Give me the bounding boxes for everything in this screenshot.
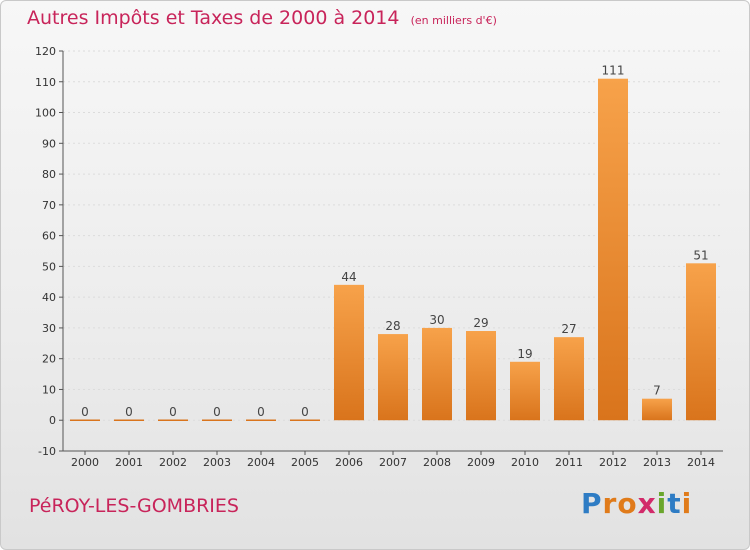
logo-letter: P	[581, 487, 603, 520]
bar-value-label: 0	[81, 405, 89, 419]
bar-value-label: 111	[602, 64, 625, 78]
y-tick-label: 80	[42, 168, 56, 181]
bar-value-label: 7	[653, 384, 661, 398]
x-tick-label: 2014	[687, 456, 715, 469]
logo-letter: x	[637, 487, 657, 520]
commune-name: PéROY-LES-GOMBRIES	[29, 495, 239, 517]
bar	[510, 361, 540, 421]
y-tick-label: 100	[35, 107, 56, 120]
bar-value-label: 0	[169, 405, 177, 419]
proxiti-logo[interactable]: Proxiti	[581, 487, 692, 520]
chart-title-block: Autres Impôts et Taxes de 2000 à 2014 (e…	[27, 7, 497, 29]
bar	[554, 337, 584, 421]
x-tick-label: 2005	[291, 456, 319, 469]
bar-value-label: 19	[517, 347, 532, 361]
chart-title: Autres Impôts et Taxes de 2000 à 2014	[27, 7, 400, 29]
bar-value-label: 0	[125, 405, 133, 419]
logo-letter: i	[681, 487, 693, 520]
bar-value-label: 29	[473, 316, 488, 330]
y-tick-label: 40	[42, 291, 56, 304]
x-tick-label: 2011	[555, 456, 583, 469]
y-tick-label: 0	[49, 414, 56, 427]
x-tick-label: 2012	[599, 456, 627, 469]
bar-value-label: 30	[429, 313, 444, 327]
bar	[598, 78, 628, 421]
logo-letter: o	[617, 487, 638, 520]
bar-value-label: 27	[561, 322, 576, 336]
bar-value-label: 0	[257, 405, 265, 419]
bars	[70, 78, 716, 421]
logo-letter: r	[602, 487, 618, 520]
y-tick-label: 110	[35, 76, 56, 89]
x-tick-label: 2009	[467, 456, 495, 469]
bar	[686, 263, 716, 421]
y-tick-label: 50	[42, 260, 56, 273]
x-tick-label: 2006	[335, 456, 363, 469]
bar	[466, 331, 496, 421]
bar	[334, 284, 364, 421]
y-tick-label: 30	[42, 322, 56, 335]
x-tick-label: 2000	[71, 456, 99, 469]
bar-value-label: 28	[385, 319, 400, 333]
x-tick-label: 2010	[511, 456, 539, 469]
x-tick-label: 2008	[423, 456, 451, 469]
chart-subtitle: (en milliers d'€)	[410, 14, 497, 27]
y-tick-label: 60	[42, 230, 56, 243]
y-tick-label: 70	[42, 199, 56, 212]
logo-letter: t	[667, 487, 682, 520]
bar	[422, 327, 452, 421]
y-tick-label: 20	[42, 353, 56, 366]
x-tick-label: 2003	[203, 456, 231, 469]
y-tick-label: 10	[42, 383, 56, 396]
value-labels: 0 0 0 0 0 0 44 28 30 29 19 27 111 7 51	[81, 64, 708, 420]
bar-value-label: 44	[341, 270, 356, 284]
bar-value-label: 0	[301, 405, 309, 419]
x-tick-label: 2002	[159, 456, 187, 469]
x-tick-label: 2007	[379, 456, 407, 469]
x-tick-label: 2001	[115, 456, 143, 469]
y-tick-label: 90	[42, 137, 56, 150]
x-tick-label: 2004	[247, 456, 275, 469]
bar-value-label: 51	[693, 248, 708, 262]
x-tick-label: 2013	[643, 456, 671, 469]
bar	[642, 398, 672, 421]
y-tick-label: 120	[35, 45, 56, 58]
logo-letter: i	[656, 487, 668, 520]
y-tick-label: -10	[38, 445, 56, 458]
bar-value-label: 0	[213, 405, 221, 419]
bar	[378, 334, 408, 421]
